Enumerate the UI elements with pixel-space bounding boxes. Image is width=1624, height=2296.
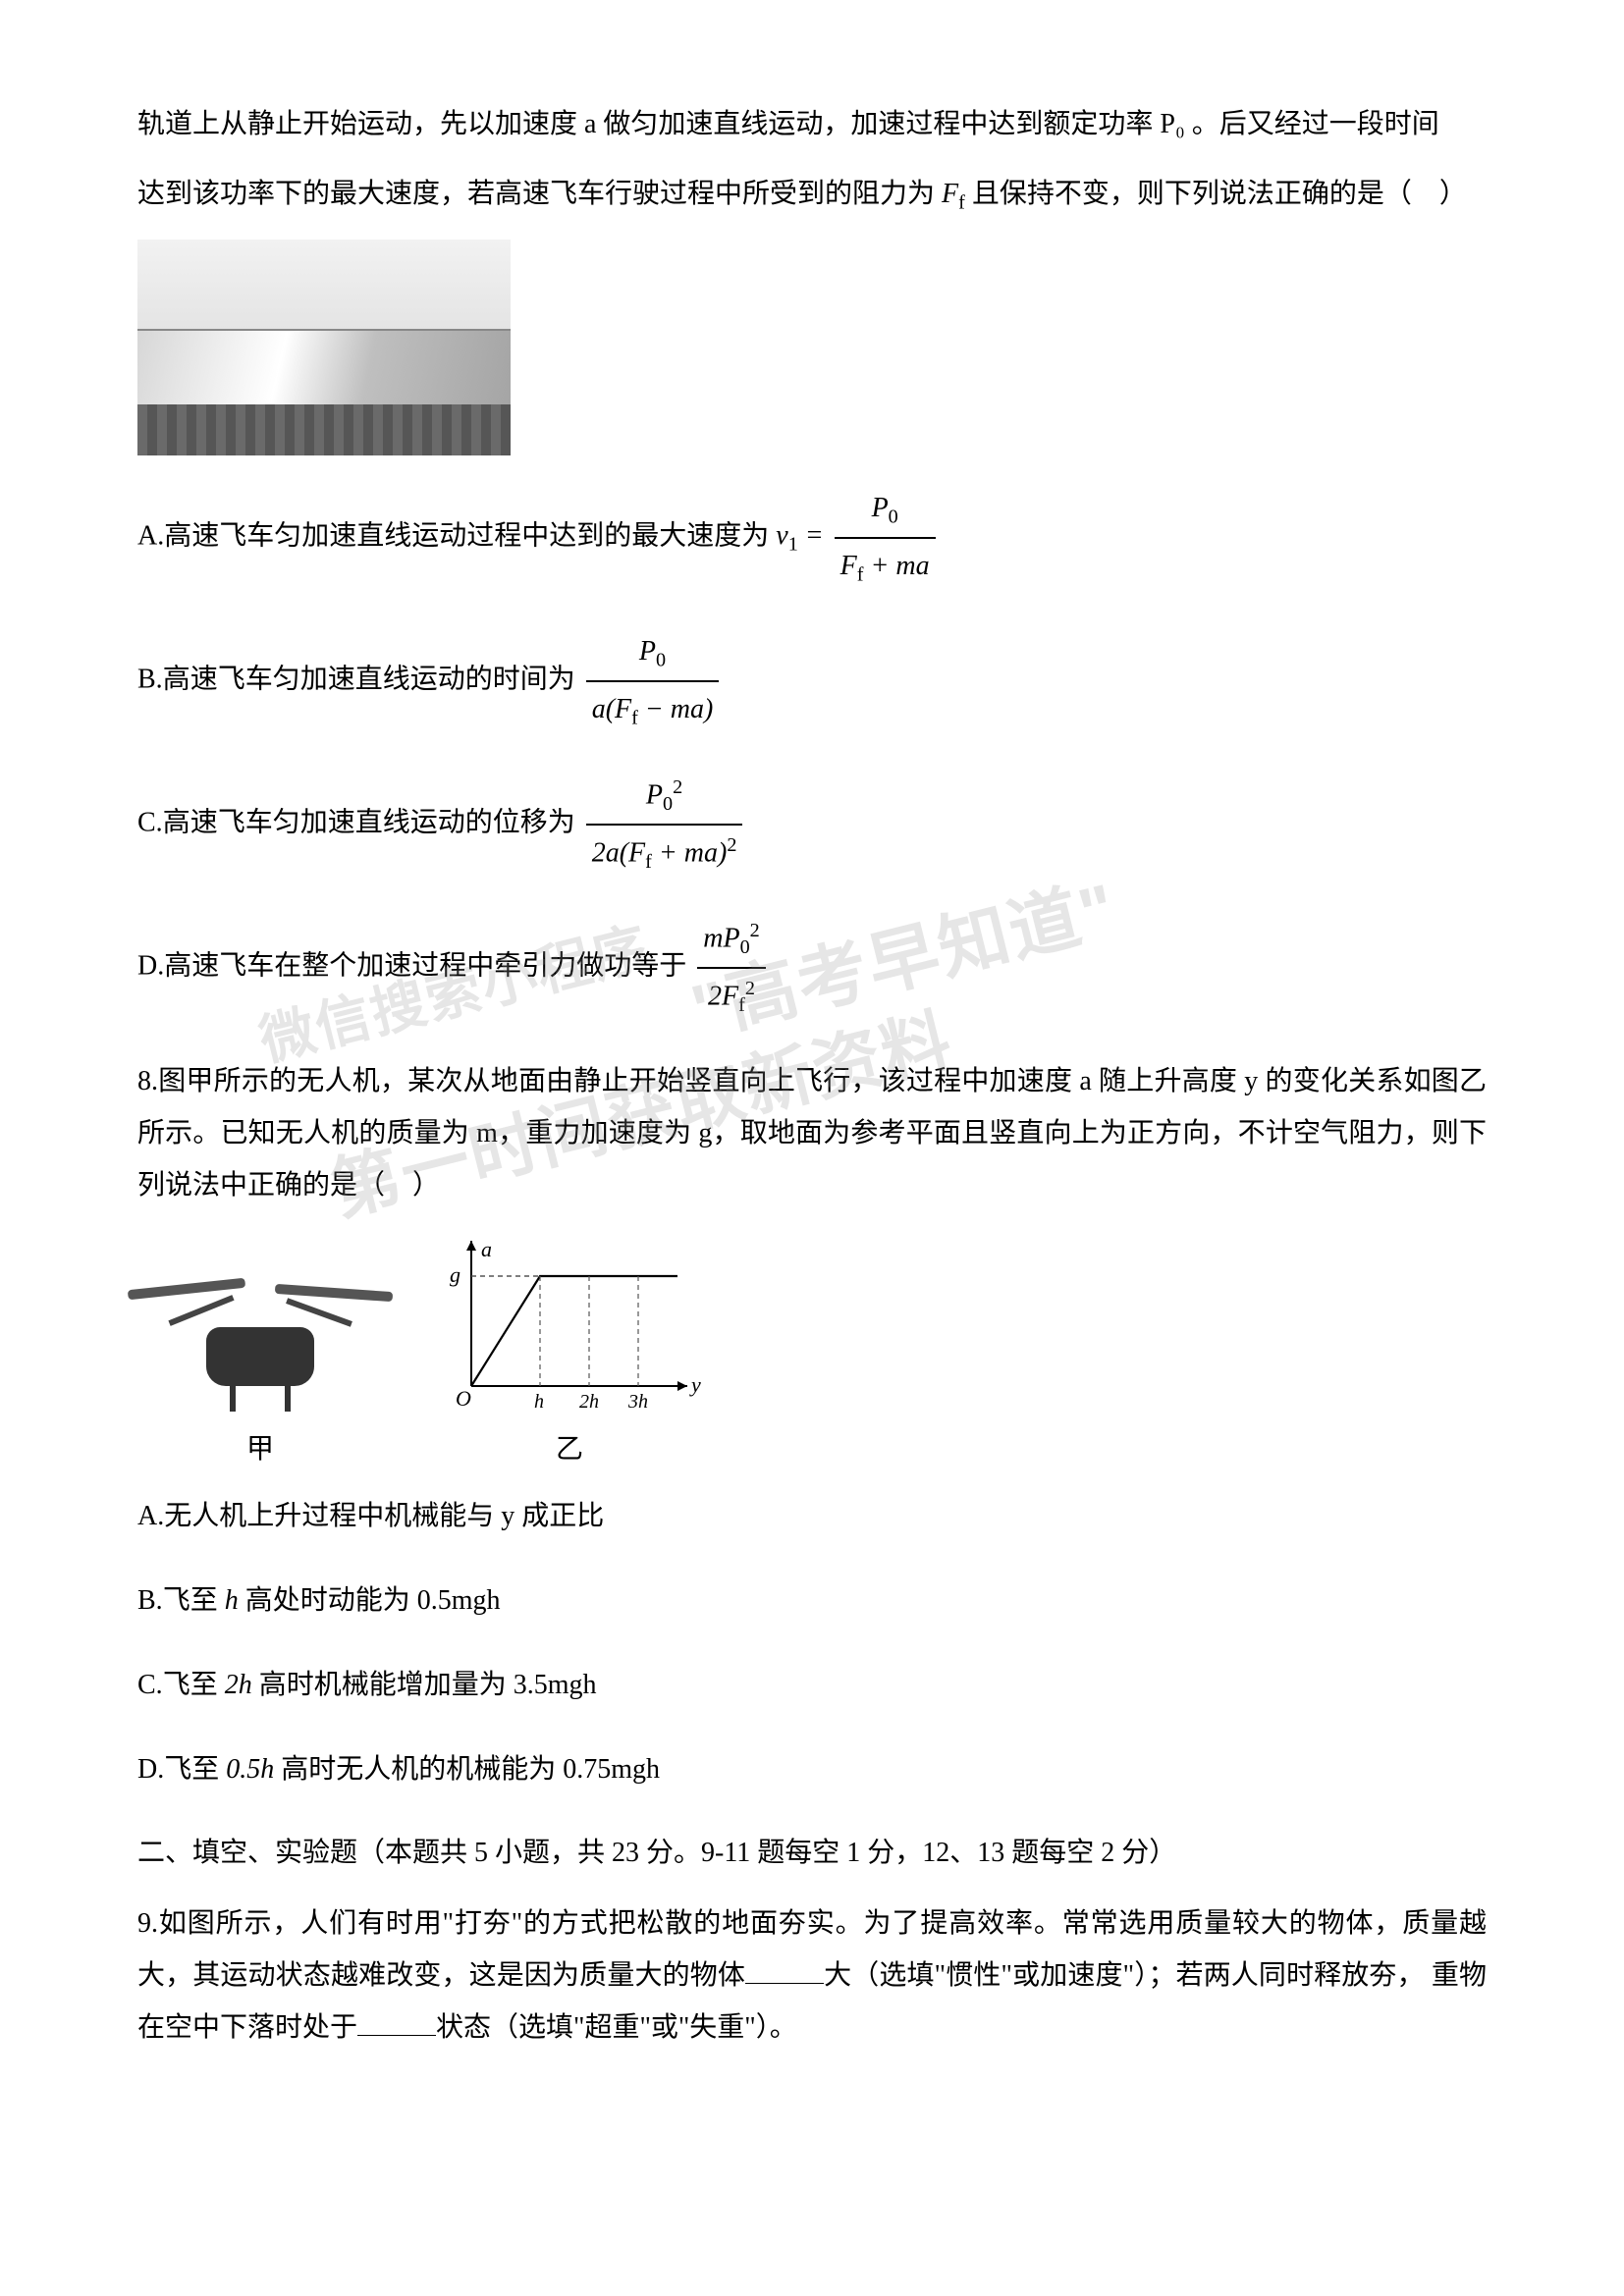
q8-option-b: B.飞至 h 高处时动能为 0.5mgh: [137, 1574, 1487, 1629]
ff-symbol: Ff: [942, 179, 965, 209]
q8-option-c: C.飞至 2h 高时机械能增加量为 3.5mgh: [137, 1658, 1487, 1713]
q8-c-label: C.: [137, 1670, 163, 1700]
svg-text:a: a: [481, 1237, 492, 1261]
q7-option-b: B.高速飞车匀加速直线运动的时间为 P0 a(Ff − ma): [137, 624, 1487, 738]
arm-right: [286, 1298, 352, 1327]
q7-stem-line2: 达到该功率下的最大速度，若高速飞车行驶过程中所受到的阻力为 Ff 且保持不变，则…: [137, 168, 1487, 222]
q8-b-var: h: [225, 1585, 239, 1616]
q8-stem: 8.图甲所示的无人机，某次从地面由静止开始竖直向上飞行，该过程中加速度 a 随上…: [137, 1055, 1487, 1212]
q8-c-var: 2h: [225, 1670, 252, 1700]
q9-blank-2[interactable]: [357, 2007, 436, 2036]
q8-a-text: 无人机上升过程中机械能与 y 成正比: [164, 1501, 604, 1531]
q8-figure-row: a g O h 2h 3h y: [137, 1229, 1487, 1415]
q8-graph: a g O h 2h 3h y: [432, 1229, 707, 1415]
q8-b-prefix: 飞至: [163, 1585, 225, 1616]
q7-option-d: D.高速飞车在整个加速过程中牵引力做功等于 mP02 2Ff2: [137, 911, 1487, 1025]
caption-jia: 甲: [137, 1423, 383, 1475]
q7-d-text: 高速飞车在整个加速过程中牵引力做功等于: [164, 951, 693, 982]
q7-stem-line2-suffix: 且保持不变，则下列说法正确的是（ ）: [965, 179, 1467, 209]
svg-text:y: y: [689, 1372, 701, 1397]
q7-c-den: 2a(Ff + ma)2: [586, 826, 743, 881]
exam-page: 微信搜索小程序 "高考早知道" 第一时间获取新资料 轨道上从静止开始运动，先以加…: [0, 0, 1624, 2296]
svg-text:3h: 3h: [627, 1391, 648, 1413]
q9-hint1: 大（选填"惯性"或加速度"）；若两人同时释放夯，: [824, 1960, 1425, 1991]
q7-d-den: 2Ff2: [697, 969, 765, 1025]
q7-stem-line1: 轨道上从静止开始运动，先以加速度 a 做匀加速直线运动，加速过程中达到额定功率 …: [137, 98, 1487, 150]
q7-c-num: P02: [586, 768, 743, 826]
q7-c-text: 高速飞车匀加速直线运动的位移为: [163, 807, 582, 837]
q8-d-var: 0.5h: [226, 1754, 274, 1785]
q7-c-fraction: P02 2a(Ff + ma)2: [586, 768, 743, 881]
q7-option-c: C.高速飞车匀加速直线运动的位移为 P02 2a(Ff + ma)2: [137, 768, 1487, 881]
q7-stem-line2-prefix: 达到该功率下的最大速度，若高速飞车行驶过程中所受到的阻力为: [137, 179, 942, 209]
q7-b-num: P0: [586, 624, 720, 682]
q7-a-num: P0: [835, 481, 936, 539]
q7-b-text: 高速飞车匀加速直线运动的时间为: [163, 664, 582, 694]
q8-option-d: D.飞至 0.5h 高时无人机的机械能为 0.75mgh: [137, 1742, 1487, 1797]
ff-letter: F: [942, 179, 958, 209]
q7-a-den: Ff + ma: [835, 539, 936, 595]
q8-d-label: D.: [137, 1754, 164, 1785]
svg-text:g: g: [450, 1262, 460, 1287]
q8-d-prefix: 飞至: [164, 1754, 226, 1785]
q7-a-fraction: P0 Ff + ma: [835, 481, 936, 595]
q8-option-a: A.无人机上升过程中机械能与 y 成正比: [137, 1489, 1487, 1544]
q7-b-den: a(Ff − ma): [586, 682, 720, 738]
q7-a-eqlhs: v1 =: [776, 520, 830, 551]
q9-blank-1[interactable]: [745, 1955, 824, 1984]
q7-c-label: C.: [137, 807, 163, 837]
q7-d-fraction: mP02 2Ff2: [697, 911, 765, 1025]
caption-yi: 乙: [432, 1423, 707, 1475]
q8-b-label: B.: [137, 1585, 163, 1616]
section2-heading: 二、填空、实验题（本题共 5 小题，共 23 分。9-11 题每空 1 分，12…: [137, 1827, 1487, 1879]
q7-a-text: 高速飞车匀加速直线运动过程中达到的最大速度为: [164, 520, 776, 551]
q7-a-label: A.: [137, 520, 164, 551]
q7-option-a: A.高速飞车匀加速直线运动过程中达到的最大速度为 v1 = P0 Ff + ma: [137, 481, 1487, 595]
q7-d-num: mP02: [697, 911, 765, 969]
q9-text: 9.如图所示，人们有时用"打夯"的方式把松散的地面夯实。为了提高效率。常常选用质…: [137, 1897, 1487, 2055]
q7-b-label: B.: [137, 664, 163, 694]
q7-b-fraction: P0 a(Ff − ma): [586, 624, 720, 738]
q8-d-suffix: 高时无人机的机械能为 0.75mgh: [274, 1754, 660, 1785]
drone-image: [137, 1249, 383, 1415]
svg-text:O: O: [456, 1386, 471, 1411]
leg-right: [285, 1378, 291, 1412]
q8-captions: 甲 乙: [137, 1423, 1487, 1475]
drone-body: [206, 1327, 314, 1386]
q8-c-prefix: 飞至: [163, 1670, 225, 1700]
arm-left: [168, 1295, 234, 1326]
q8-a-label: A.: [137, 1501, 164, 1531]
q7-d-label: D.: [137, 951, 164, 982]
ff-sub: f: [958, 192, 965, 214]
q8-b-suffix: 高处时动能为 0.5mgh: [239, 1585, 501, 1616]
svg-text:h: h: [534, 1391, 544, 1413]
leg-left: [230, 1378, 236, 1412]
hyperloop-image: [137, 240, 511, 455]
svg-text:2h: 2h: [579, 1391, 599, 1413]
q9-hint2: 状态（选填"超重"或"失重"）。: [436, 2012, 797, 2043]
q8-c-suffix: 高时机械能增加量为 3.5mgh: [252, 1670, 597, 1700]
